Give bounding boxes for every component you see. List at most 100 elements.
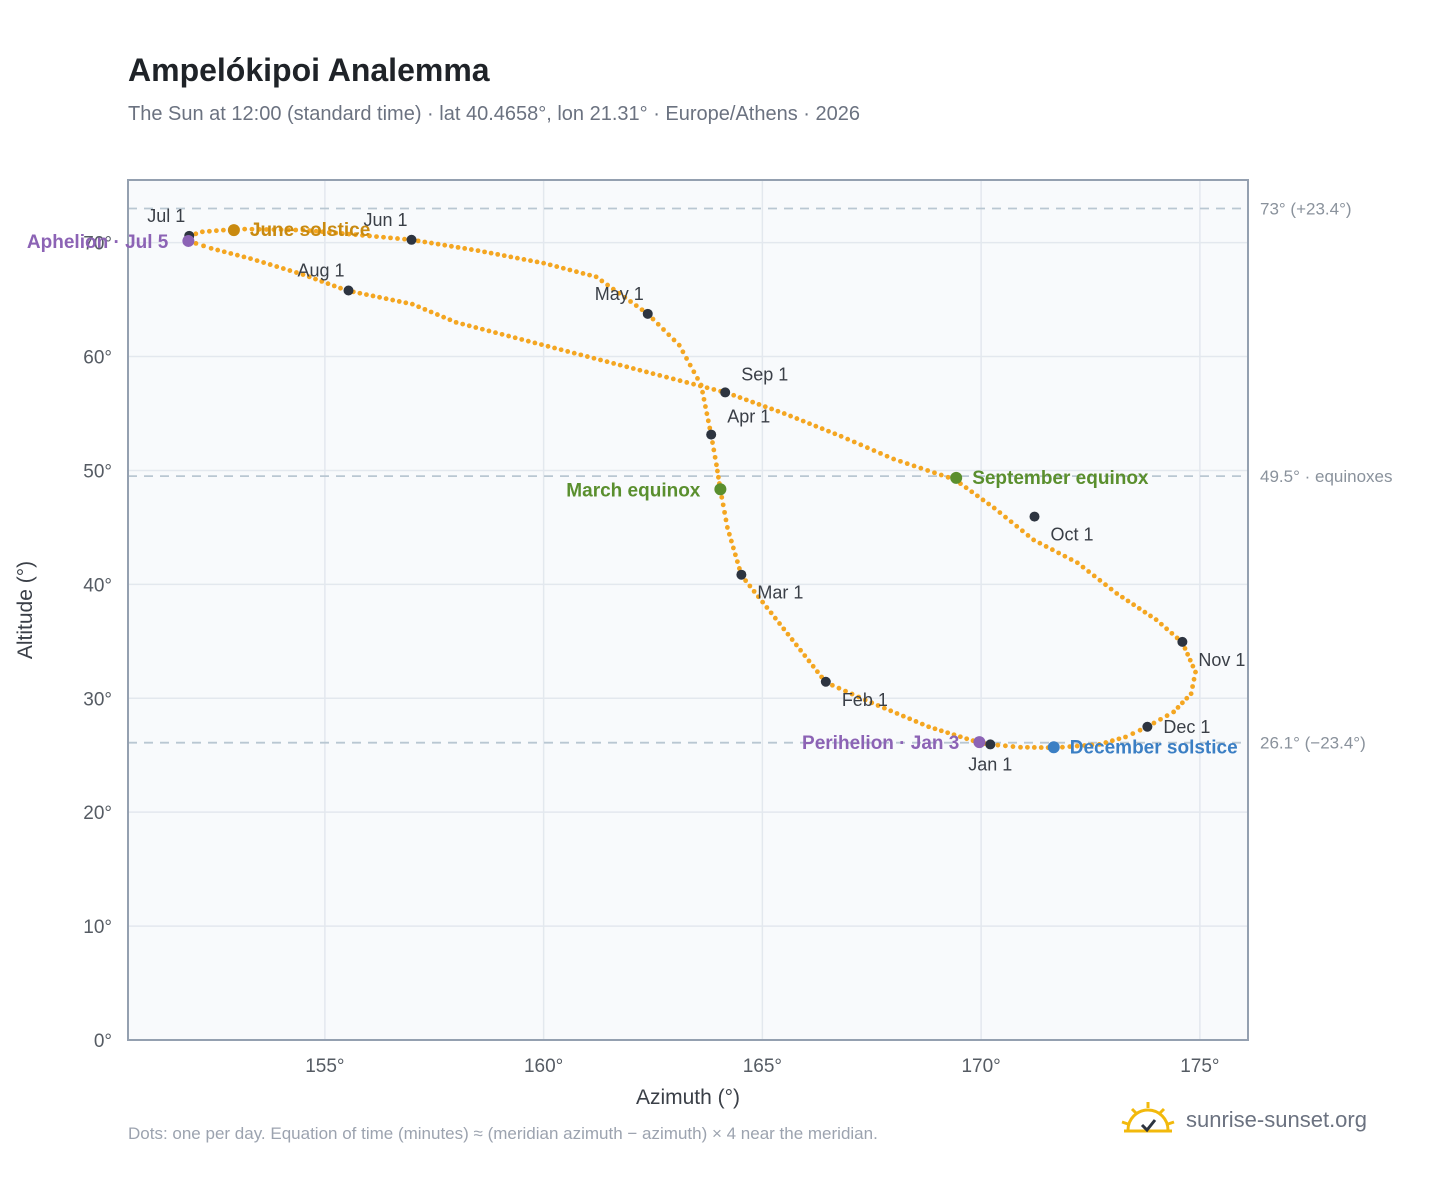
daily-sun-dot bbox=[1188, 691, 1194, 697]
month-marker-label: Apr 1 bbox=[727, 407, 770, 427]
month-marker-dot bbox=[1029, 511, 1040, 522]
daily-sun-dot bbox=[836, 685, 842, 691]
daily-sun-dot bbox=[1184, 695, 1190, 701]
daily-sun-dot bbox=[591, 355, 597, 361]
daily-sun-dot bbox=[1008, 519, 1014, 525]
daily-sun-dot bbox=[434, 312, 440, 317]
daily-sun-dot bbox=[462, 246, 468, 251]
x-tick-label: 160° bbox=[524, 1056, 563, 1077]
daily-sun-dot bbox=[1164, 626, 1170, 632]
daily-sun-dot bbox=[1125, 598, 1131, 604]
daily-sun-dot bbox=[293, 227, 299, 233]
daily-sun-dot bbox=[1025, 532, 1031, 538]
daily-sun-dot bbox=[547, 262, 553, 268]
y-tick-label: 70° bbox=[83, 234, 112, 255]
daily-sun-dot bbox=[1171, 709, 1177, 715]
daily-sun-dot bbox=[213, 228, 219, 234]
daily-sun-dot bbox=[728, 538, 734, 544]
daily-sun-dot bbox=[768, 610, 774, 616]
daily-sun-dot bbox=[932, 470, 937, 476]
x-tick-label: 170° bbox=[961, 1056, 1000, 1077]
daily-sun-dot bbox=[904, 461, 910, 467]
daily-sun-dot bbox=[442, 242, 448, 248]
daily-sun-dot bbox=[1158, 716, 1163, 722]
daily-sun-dot bbox=[357, 290, 363, 296]
daily-sun-dot bbox=[1068, 557, 1074, 562]
y-tick-label: 60° bbox=[83, 348, 112, 369]
daily-sun-dot bbox=[703, 404, 708, 409]
daily-sun-dot bbox=[800, 418, 806, 424]
event-marker-dot bbox=[227, 224, 240, 237]
daily-sun-dot bbox=[878, 450, 883, 456]
y-tick-label: 30° bbox=[83, 689, 112, 710]
daily-sun-dot bbox=[756, 401, 762, 407]
daily-sun-dot bbox=[1103, 740, 1109, 745]
daily-sun-dot bbox=[278, 227, 284, 233]
brand[interactable]: sunrise-sunset.org bbox=[1120, 1100, 1367, 1140]
daily-sun-dot bbox=[552, 345, 557, 351]
daily-sun-dot bbox=[598, 357, 603, 363]
daily-sun-dot bbox=[1080, 564, 1086, 570]
daily-sun-dot bbox=[851, 439, 857, 445]
daily-sun-dot bbox=[986, 501, 992, 507]
daily-sun-dot bbox=[1169, 630, 1175, 636]
daily-sun-dot bbox=[449, 243, 454, 249]
daily-sun-dot bbox=[578, 352, 584, 358]
daily-sun-dot bbox=[294, 270, 299, 275]
daily-sun-dot bbox=[1049, 547, 1055, 553]
daily-sun-dot bbox=[390, 297, 396, 303]
daily-sun-dot bbox=[495, 251, 501, 257]
daily-sun-dot bbox=[466, 323, 472, 329]
daily-sun-dot bbox=[506, 333, 512, 339]
daily-sun-dot bbox=[1103, 582, 1108, 588]
daily-sun-dot bbox=[1091, 573, 1097, 579]
daily-sun-dot bbox=[560, 265, 566, 271]
daily-sun-dot bbox=[220, 227, 226, 233]
reference-line-label: 49.5° · equinoxes bbox=[1260, 467, 1393, 486]
daily-sun-dot bbox=[482, 249, 487, 255]
daily-sun-dot bbox=[755, 594, 761, 600]
daily-sun-dot bbox=[1109, 738, 1115, 744]
daily-sun-dot bbox=[271, 227, 277, 233]
daily-sun-dot bbox=[798, 647, 803, 653]
month-marker-dot bbox=[820, 676, 831, 687]
month-marker-dot bbox=[1177, 636, 1188, 647]
daily-sun-dot bbox=[704, 411, 710, 417]
month-marker-label: Aug 1 bbox=[297, 260, 344, 280]
daily-sun-dot bbox=[781, 411, 787, 416]
daily-sun-dot bbox=[593, 274, 599, 280]
daily-sun-dot bbox=[1097, 577, 1103, 583]
daily-sun-dot bbox=[1082, 743, 1087, 748]
daily-sun-dot bbox=[723, 517, 729, 523]
daily-sun-dot bbox=[403, 300, 409, 306]
daily-sun-dot bbox=[300, 272, 306, 277]
daily-sun-dot bbox=[769, 406, 775, 412]
daily-sun-dot bbox=[617, 362, 623, 368]
daily-sun-dot bbox=[1086, 569, 1092, 574]
footnote: Dots: one per day. Equation of time (min… bbox=[128, 1124, 878, 1143]
daily-sun-dot bbox=[256, 226, 262, 232]
plot-frame bbox=[127, 179, 1249, 1041]
daily-sun-dot bbox=[802, 653, 808, 659]
daily-sun-dot bbox=[806, 658, 812, 664]
daily-sun-dot bbox=[858, 442, 864, 448]
daily-sun-dot bbox=[711, 447, 717, 453]
daily-sun-dot bbox=[428, 309, 434, 315]
daily-sun-dot bbox=[534, 259, 540, 265]
daily-sun-dot bbox=[819, 426, 825, 432]
daily-sun-dot bbox=[700, 389, 705, 395]
daily-sun-dot bbox=[734, 559, 740, 564]
daily-sun-dot bbox=[611, 360, 617, 366]
daily-sun-dot bbox=[1179, 700, 1185, 706]
daily-sun-dot bbox=[441, 314, 447, 320]
daily-sun-dot bbox=[532, 340, 538, 346]
daily-sun-dot bbox=[736, 566, 742, 571]
daily-sun-dot bbox=[416, 304, 422, 310]
daily-sun-dot bbox=[206, 228, 212, 234]
daily-sun-dot bbox=[945, 474, 951, 480]
daily-sun-dot bbox=[881, 705, 887, 711]
daily-sun-dot bbox=[319, 278, 325, 284]
daily-sun-dot bbox=[1031, 537, 1037, 543]
daily-sun-dot bbox=[655, 321, 661, 327]
daily-sun-dot bbox=[264, 227, 269, 232]
